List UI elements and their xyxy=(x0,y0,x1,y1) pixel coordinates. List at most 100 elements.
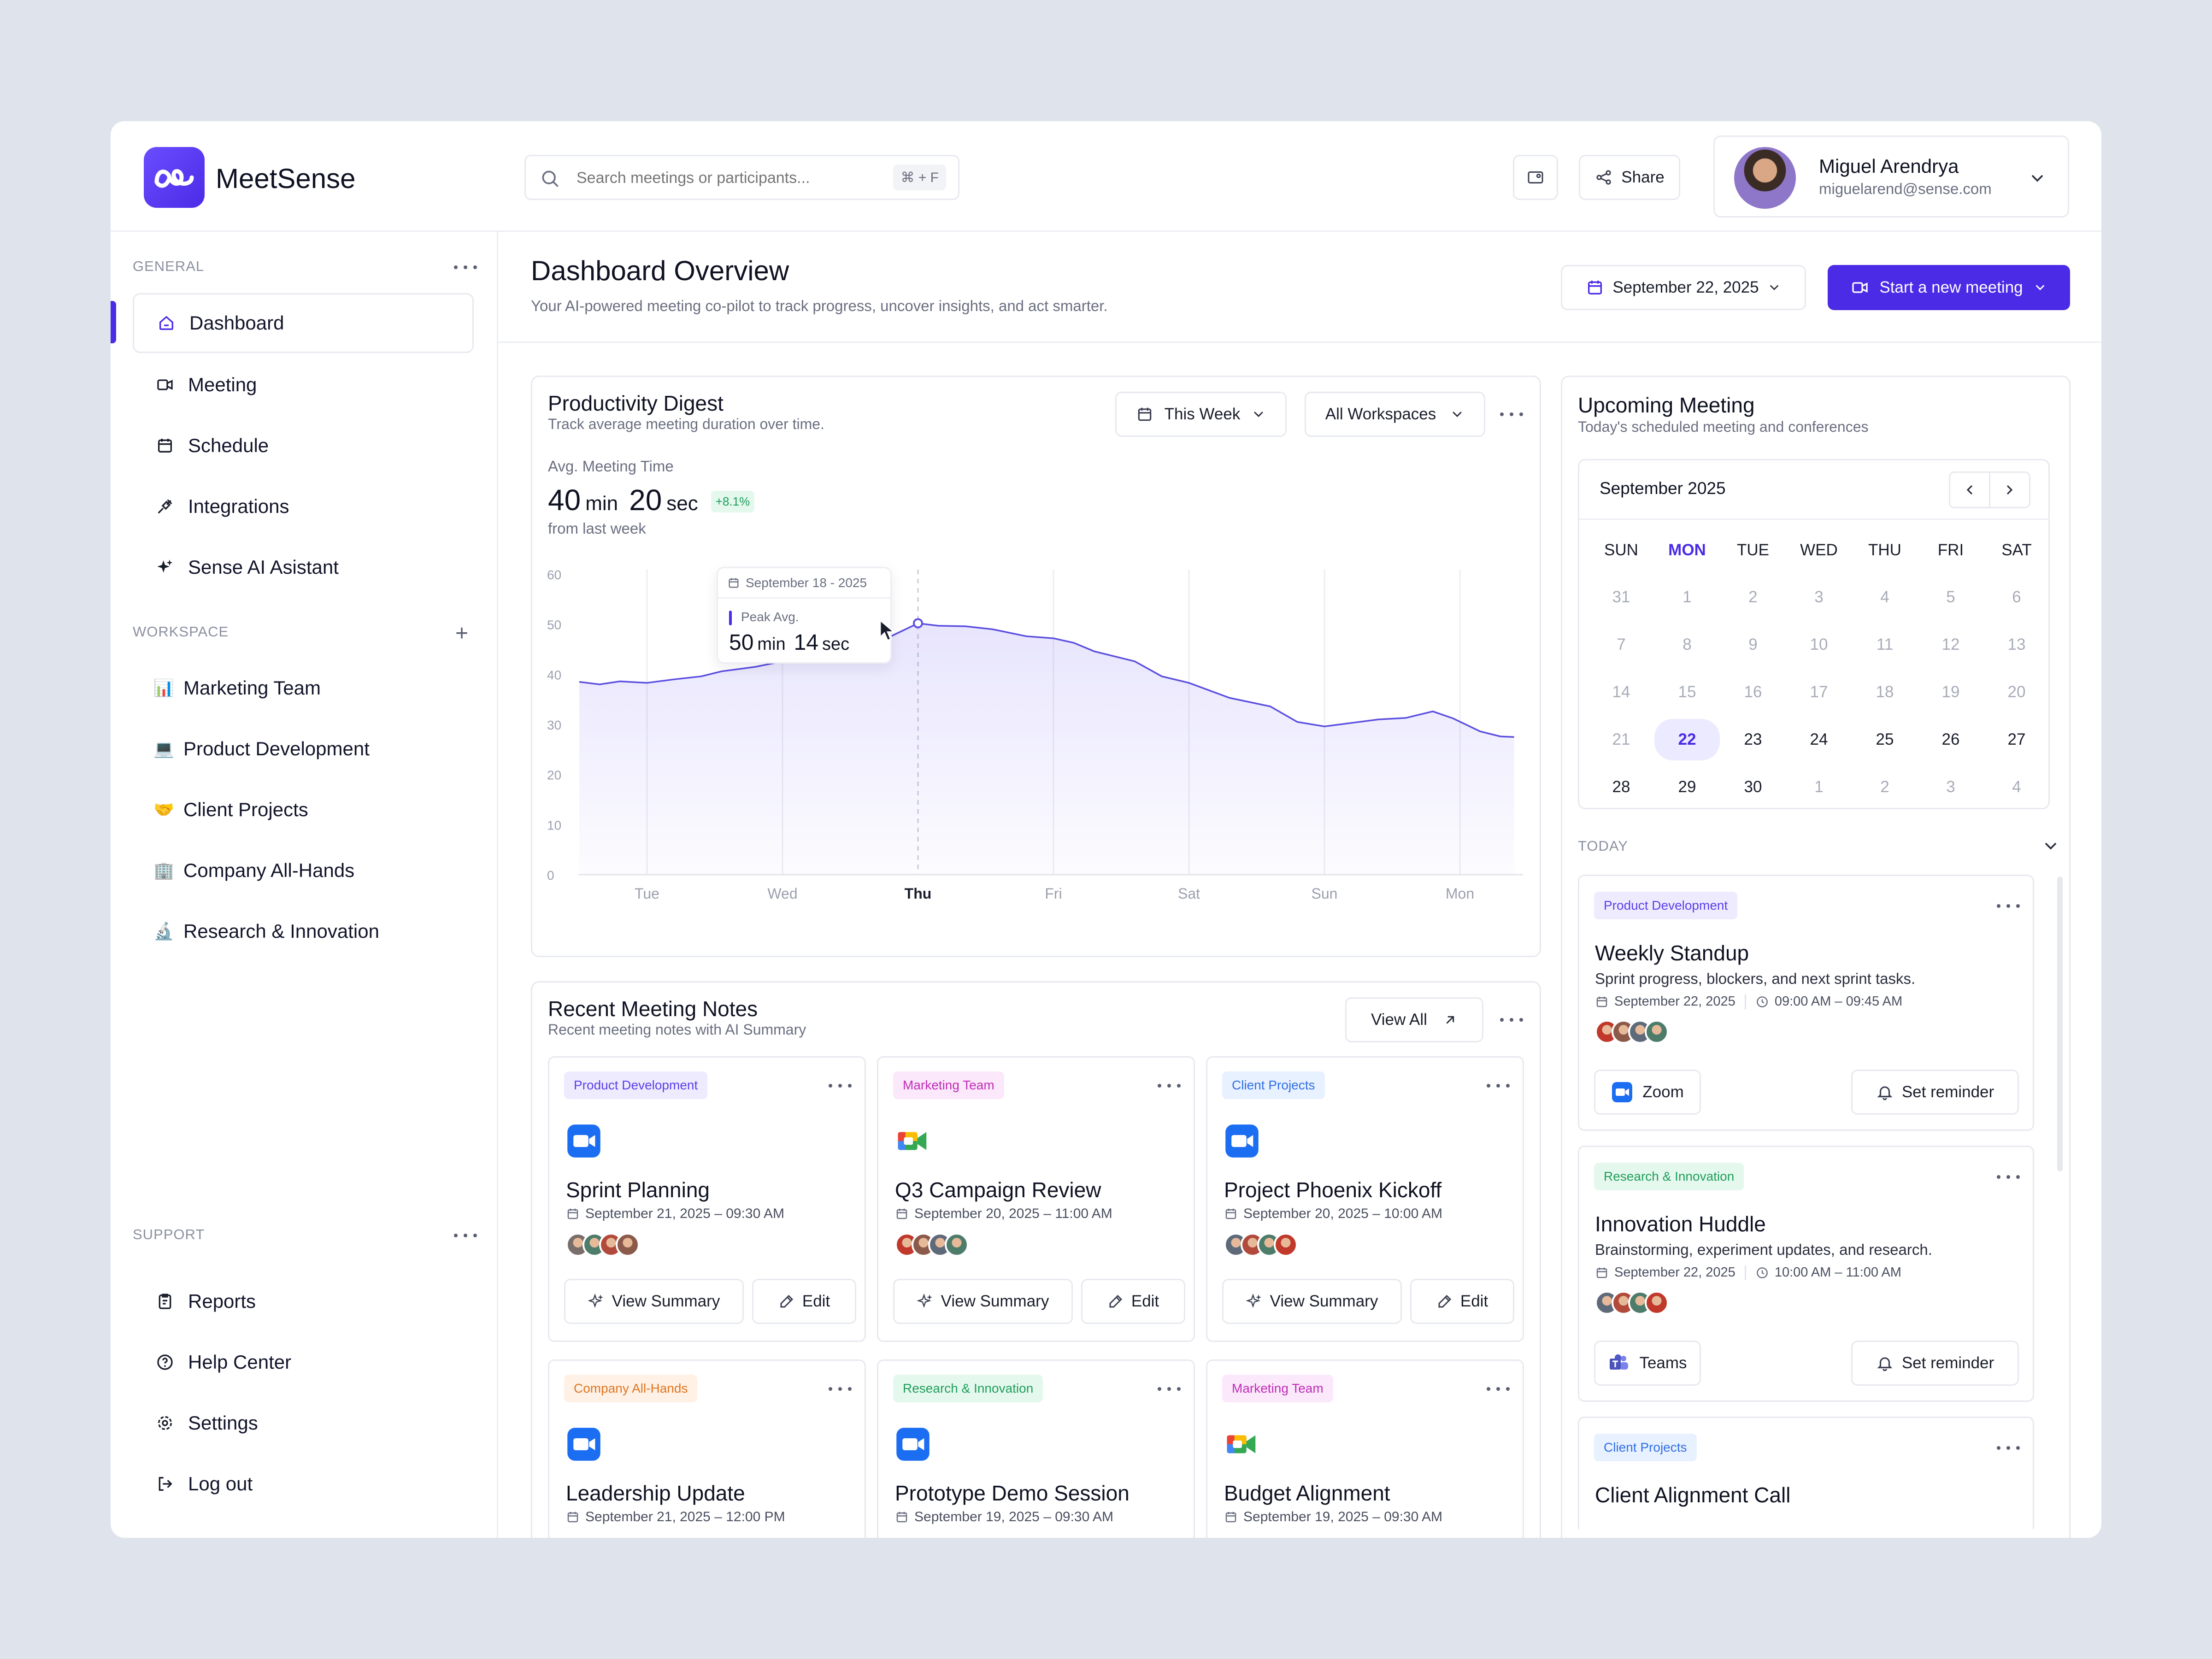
card-more-icon[interactable] xyxy=(1487,1079,1510,1093)
workspace-item[interactable]: 💻 Product Development xyxy=(133,719,474,779)
start-meeting-button[interactable]: Start a new meeting xyxy=(1828,265,2070,310)
date-picker[interactable]: September 22, 2025 xyxy=(1561,265,1806,310)
digest-more-icon[interactable] xyxy=(1500,407,1523,421)
calendar-day[interactable]: 17 xyxy=(1810,683,1828,701)
add-workspace-icon[interactable]: + xyxy=(455,621,469,646)
calendar-day[interactable]: 20 xyxy=(2007,683,2026,701)
calendar-day[interactable]: 3 xyxy=(1814,588,1824,606)
general-more-icon[interactable] xyxy=(454,260,477,274)
sidebar-item-logout[interactable]: Log out xyxy=(133,1454,474,1514)
card-more-icon[interactable] xyxy=(1997,1170,2020,1184)
calendar-day[interactable]: 8 xyxy=(1683,635,1692,653)
card-more-icon[interactable] xyxy=(1487,1382,1510,1396)
meeting-note-card[interactable]: Client Projects Project Phoenix Kickoff Se… xyxy=(1206,1056,1524,1342)
card-more-icon[interactable] xyxy=(1997,899,2020,913)
calendar-day[interactable]: 19 xyxy=(1941,683,1960,701)
sidebar-item-meeting[interactable]: Meeting xyxy=(133,355,474,415)
calendar-day[interactable]: 30 xyxy=(1744,778,1762,796)
card-more-icon[interactable] xyxy=(1158,1079,1181,1093)
calendar-prev-button[interactable] xyxy=(1949,471,1990,508)
workspace-item[interactable]: 🔬 Research & Innovation xyxy=(133,901,474,961)
calendar-day[interactable]: 3 xyxy=(1946,778,1955,796)
period-select[interactable]: This Week xyxy=(1115,392,1287,437)
upcoming-meeting-card[interactable]: Client Projects Client Alignment Call xyxy=(1578,1417,2034,1529)
upcoming-scrollbar[interactable] xyxy=(2057,877,2063,1171)
meeting-note-card[interactable]: Research & Innovation Prototype Demo Sess… xyxy=(877,1359,1195,1538)
app-logo[interactable] xyxy=(144,147,205,208)
upcoming-meeting-card[interactable]: Research & Innovation Innovation Huddle Br… xyxy=(1578,1146,2034,1402)
meeting-note-card[interactable]: Product Development Sprint Planning Septem… xyxy=(548,1056,866,1342)
meeting-note-card[interactable]: Company All-Hands Leadership Update Septem… xyxy=(548,1359,866,1538)
calendar-day[interactable]: 29 xyxy=(1678,778,1696,796)
view-all-button[interactable]: View All xyxy=(1345,997,1483,1042)
sidebar-item-help-center[interactable]: Help Center xyxy=(133,1332,474,1392)
set-reminder-button[interactable]: Set reminder xyxy=(1851,1070,2019,1115)
chart-highlight-point[interactable] xyxy=(913,618,923,629)
upcoming-meeting-card[interactable]: Product Development Weekly Standup Sprint … xyxy=(1578,875,2034,1131)
workspace-item[interactable]: 📊 Marketing Team xyxy=(133,658,474,718)
set-reminder-button[interactable]: Set reminder xyxy=(1851,1341,2019,1386)
chart-x-tick-label: Wed xyxy=(767,885,797,902)
calendar-day[interactable]: 11 xyxy=(1876,635,1894,653)
meeting-app-button[interactable]: Teams xyxy=(1594,1341,1701,1386)
calendar-day[interactable]: 15 xyxy=(1678,683,1696,701)
calendar-day[interactable]: 10 xyxy=(1810,635,1828,653)
search-input[interactable] xyxy=(577,165,871,190)
sidebar-item-integrations[interactable]: Integrations xyxy=(133,477,474,536)
edit-button[interactable]: Edit xyxy=(1081,1279,1185,1324)
calendar-day[interactable]: 5 xyxy=(1946,588,1955,606)
calendar-day[interactable]: 26 xyxy=(1941,730,1960,748)
calendar-next-button[interactable] xyxy=(1989,471,2030,508)
calendar-day[interactable]: 12 xyxy=(1941,635,1960,653)
calendar-day[interactable]: 2 xyxy=(1880,778,1889,796)
calendar-day[interactable]: 7 xyxy=(1617,635,1626,653)
workspace-item[interactable]: 🏢 Company All-Hands xyxy=(133,841,474,900)
workspace-select[interactable]: All Workspaces xyxy=(1305,392,1485,437)
calendar-day[interactable]: 25 xyxy=(1876,730,1894,748)
card-more-icon[interactable] xyxy=(829,1079,852,1093)
calendar-day[interactable]: 4 xyxy=(2012,778,2021,796)
view-summary-button[interactable]: View Summary xyxy=(1222,1279,1402,1324)
support-more-icon[interactable] xyxy=(454,1229,477,1242)
sidebar-item-schedule[interactable]: Schedule xyxy=(133,416,474,476)
card-more-icon[interactable] xyxy=(829,1382,852,1396)
meeting-note-card[interactable]: Marketing Team Budget Alignment September … xyxy=(1206,1359,1524,1538)
calendar-day[interactable]: 23 xyxy=(1744,730,1762,748)
notes-more-icon[interactable] xyxy=(1500,1013,1523,1027)
card-more-icon[interactable] xyxy=(1997,1441,2020,1455)
calendar-day[interactable]: 9 xyxy=(1748,635,1758,653)
calendar-day[interactable]: 14 xyxy=(1612,683,1630,701)
calendar-day[interactable]: 31 xyxy=(1612,588,1630,606)
sidebar-item-dashboard[interactable]: Dashboard xyxy=(133,293,474,353)
sidebar-item-reports[interactable]: Reports xyxy=(133,1271,474,1331)
calendar-day[interactable]: 6 xyxy=(2012,588,2021,606)
sidebar-item-ai-assistant[interactable]: Sense AI Asistant xyxy=(133,537,474,597)
edit-button[interactable]: Edit xyxy=(752,1279,856,1324)
calendar-day[interactable]: 4 xyxy=(1880,588,1889,606)
calendar-day[interactable]: 22 xyxy=(1654,719,1720,760)
card-more-icon[interactable] xyxy=(1158,1382,1181,1396)
workspace-item[interactable]: 🤝 Client Projects xyxy=(133,780,474,840)
calendar-day[interactable]: 21 xyxy=(1612,730,1630,748)
meeting-note-card[interactable]: Marketing Team Q3 Campaign Review Septembe… xyxy=(877,1056,1195,1342)
calendar-day[interactable]: 2 xyxy=(1748,588,1758,606)
user-menu[interactable]: Miguel Arendrya miguelarend@sense.com xyxy=(1713,135,2069,218)
edit-button[interactable]: Edit xyxy=(1410,1279,1514,1324)
view-summary-button[interactable]: View Summary xyxy=(564,1279,744,1324)
calendar-day[interactable]: 1 xyxy=(1814,778,1824,796)
calendar-day[interactable]: 18 xyxy=(1876,683,1894,701)
calendar-day[interactable]: 13 xyxy=(2007,635,2026,653)
calendar-day[interactable]: 16 xyxy=(1744,683,1762,701)
share-button[interactable]: Share xyxy=(1579,155,1680,200)
screen-share-button[interactable] xyxy=(1513,155,1558,200)
chevron-down-icon xyxy=(1770,285,1778,290)
search-bar[interactable]: ⌘ + F xyxy=(524,155,959,200)
calendar-day[interactable]: 28 xyxy=(1612,778,1630,796)
view-summary-button[interactable]: View Summary xyxy=(893,1279,1073,1324)
calendar-day[interactable]: 1 xyxy=(1683,588,1692,606)
calendar-day[interactable]: 24 xyxy=(1810,730,1828,748)
calendar-day[interactable]: 27 xyxy=(2007,730,2026,748)
meeting-app-button[interactable]: Zoom xyxy=(1594,1070,1701,1115)
chevron-down-icon[interactable] xyxy=(2041,837,2060,855)
sidebar-item-settings[interactable]: Settings xyxy=(133,1393,474,1453)
